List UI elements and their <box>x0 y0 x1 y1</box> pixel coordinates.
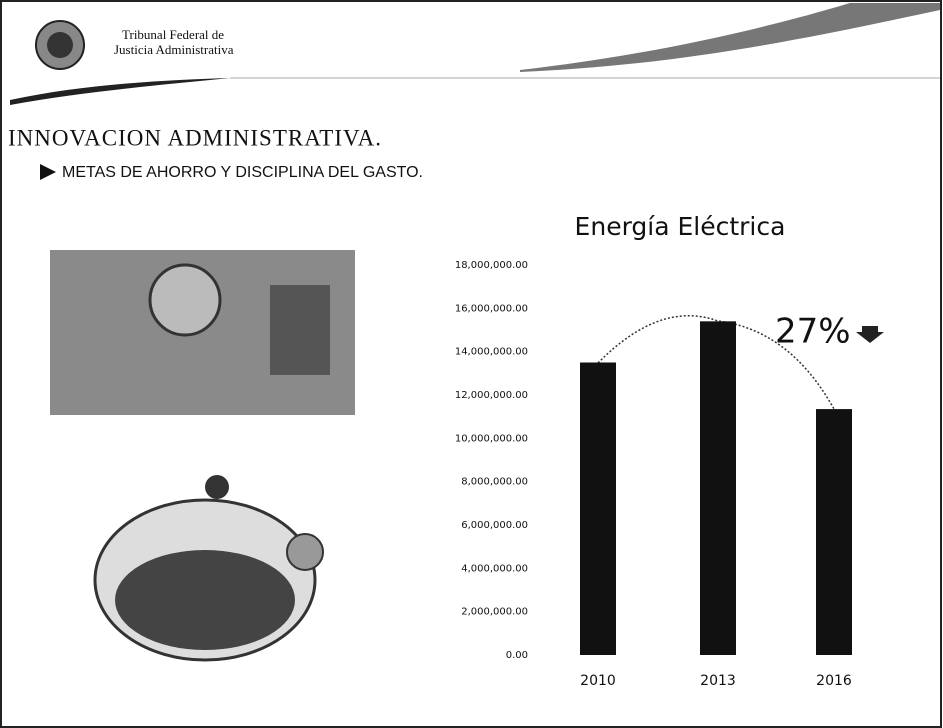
bar <box>580 362 616 655</box>
y-tick-label: 10,000,000.00 <box>455 433 528 444</box>
piggy-snout <box>286 533 324 571</box>
piggy-coins <box>115 550 295 650</box>
y-tick-label: 0.00 <box>506 650 528 661</box>
y-tick-label: 12,000,000.00 <box>455 390 528 401</box>
slide-subtitle: METAS DE AHORRO Y DISCIPLINA DEL GASTO. <box>62 164 423 181</box>
photo-plug-bulb <box>148 263 222 337</box>
slide-title: INNOVACION ADMINISTRATIVA. <box>8 125 382 150</box>
y-tick-label: 8,000,000.00 <box>461 477 528 488</box>
y-tick-label: 16,000,000.00 <box>455 303 528 314</box>
logo-center <box>47 32 73 58</box>
coin <box>205 475 229 499</box>
trend-arc <box>597 315 835 410</box>
y-tick-label: 4,000,000.00 <box>461 563 528 574</box>
bullet <box>40 164 56 180</box>
chart-title: Energía Eléctrica <box>575 212 786 241</box>
y-tick-label: 14,000,000.00 <box>455 347 528 358</box>
x-tick-label: 2010 <box>580 673 616 689</box>
y-tick-label: 18,000,000.00 <box>455 260 528 271</box>
bar <box>816 409 852 655</box>
org-line2: Justicia Administrativa <box>114 42 234 57</box>
annotation: 27% <box>775 312 851 352</box>
header-swoosh <box>520 3 940 72</box>
y-tick-label: 2,000,000.00 <box>461 607 528 618</box>
down-arrow <box>856 326 884 343</box>
photo-plug-socket <box>270 285 330 375</box>
bar <box>700 321 736 655</box>
x-tick-label: 2013 <box>700 673 736 689</box>
x-tick-label: 2016 <box>816 673 852 689</box>
y-tick-label: 6,000,000.00 <box>461 520 528 531</box>
org-line1: Tribunal Federal de <box>122 27 224 42</box>
chart: 0.00 2,000,000.00 4,000,000.00 6,000,000.00… <box>455 260 852 689</box>
